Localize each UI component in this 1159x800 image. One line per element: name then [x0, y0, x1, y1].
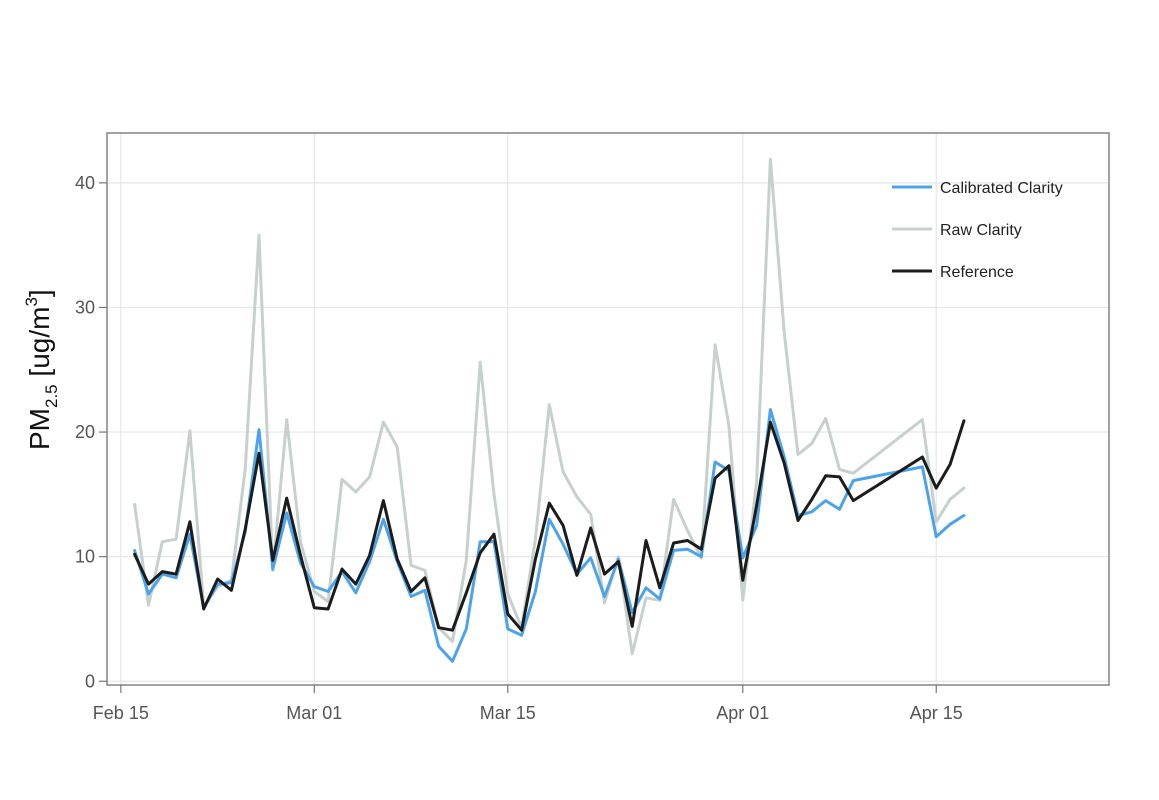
legend-label: Calibrated Clarity [940, 180, 1063, 197]
x-tick-label: Apr 15 [910, 703, 963, 723]
series-line-calibrated-clarity [133, 408, 966, 663]
y-tick-label: 30 [75, 297, 95, 317]
series-line-reference [133, 419, 966, 632]
y-tick-label: 0 [85, 671, 95, 691]
legend-label: Reference [940, 264, 1014, 281]
series-line-raw-clarity [133, 157, 966, 656]
legend-label: Raw Clarity [940, 222, 1022, 239]
plot-frame [106, 132, 1110, 686]
axes: 0 10 20 30 40 Feb 15 Mar 01 Mar 15 Apr 01 Apr 15 [75, 173, 963, 723]
x-tick-label: Feb 15 [93, 703, 149, 723]
legend: Calibrated Clarity Raw Clarity Reference [892, 180, 1063, 281]
gridlines [107, 133, 1109, 685]
x-tick-label: Apr 01 [716, 703, 769, 723]
y-tick-label: 10 [75, 547, 95, 567]
series-lines [133, 157, 966, 663]
y-axis-label: PM2.5 [ug/m3] [22, 289, 61, 450]
x-tick-label: Mar 01 [286, 703, 342, 723]
x-tick-label: Mar 15 [480, 703, 536, 723]
y-tick-label: 40 [75, 173, 95, 193]
y-tick-label: 20 [75, 422, 95, 442]
